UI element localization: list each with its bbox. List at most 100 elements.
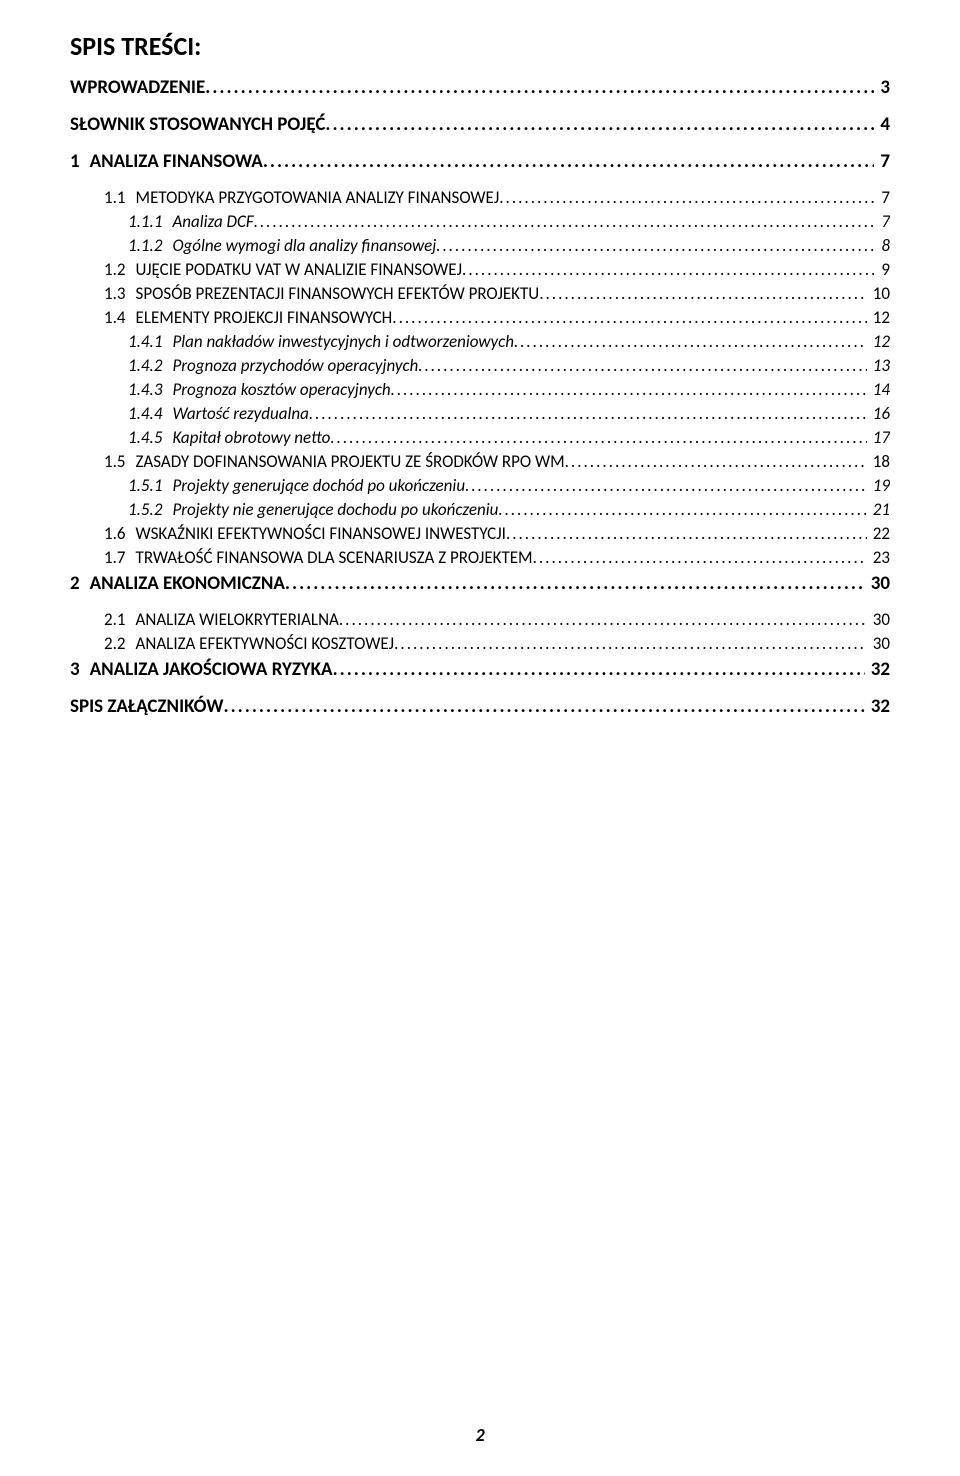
toc-entry-label: Prognoza przychodów operacyjnych <box>172 355 418 376</box>
toc-entry-label: WPROWADZENIE <box>70 76 205 99</box>
toc-entry-number: 1.5 <box>104 451 136 472</box>
toc-entry-number: 1.4.4 <box>128 403 172 424</box>
toc-leader-dots <box>263 150 875 173</box>
toc-entry-number: 1.3 <box>104 283 136 304</box>
toc-leader-dots <box>391 379 867 400</box>
toc-entry-page: 22 <box>867 523 890 544</box>
toc-entry: 1.1.1Analiza DCF 7 <box>128 211 890 232</box>
toc-leader-dots <box>339 609 867 630</box>
toc-entry-page: 3 <box>874 76 890 99</box>
toc-entry-number: 1.5.1 <box>128 475 172 496</box>
toc-entry: 1.4.4Wartość rezydualna 16 <box>128 403 890 424</box>
toc-entry: 1.7TRWAŁOŚĆ FINANSOWA DLA SCENARIUSZA Z … <box>104 547 890 568</box>
toc-entry-page: 13 <box>867 355 890 376</box>
toc-entry-label: Wartość rezydualna <box>172 403 308 424</box>
toc-entry-page: 32 <box>865 658 890 681</box>
toc-leader-dots <box>392 307 866 328</box>
toc-entry-number: 1.1.1 <box>128 211 172 232</box>
toc-leader-dots <box>418 355 866 376</box>
toc-entry: 2.1ANALIZA WIELOKRYTERIALNA30 <box>104 609 890 630</box>
toc-entry: 3ANALIZA JAKOŚCIOWA RYZYKA 32 <box>70 658 890 681</box>
toc-entry: 1.5.2Projekty nie generujące dochodu po … <box>128 499 890 520</box>
toc-entry: SŁOWNIK STOSOWANYCH POJĘĆ 4 <box>70 113 890 136</box>
toc-leader-dots <box>499 187 875 208</box>
toc-entry: 1.5ZASADY DOFINANSOWANIA PROJEKTU ZE ŚRO… <box>104 451 890 472</box>
toc-entry-label: Prognoza kosztów operacyjnych <box>172 379 390 400</box>
toc-entry-label: Analiza DCF <box>172 211 253 232</box>
toc-entry-number: 1.4.2 <box>128 355 172 376</box>
toc-entry-page: 14 <box>867 379 890 400</box>
toc-entry: 1.1METODYKA PRZYGOTOWANIA ANALIZY FINANS… <box>104 187 890 208</box>
toc-entry: 1.4.3Prognoza kosztów operacyjnych14 <box>128 379 890 400</box>
toc-entry-label: SPIS ZAŁĄCZNIKÓW <box>70 695 224 718</box>
toc-entry-label: Ogólne wymogi dla analizy finansowej <box>172 235 436 256</box>
toc-entry: 2ANALIZA EKONOMICZNA30 <box>70 572 890 595</box>
toc-entry-page: 16 <box>867 403 890 424</box>
toc-leader-dots <box>565 451 867 472</box>
toc-leader-dots <box>333 658 865 681</box>
toc-entry: 1ANALIZA FINANSOWA 7 <box>70 150 890 173</box>
toc-entry-label: ANALIZA FINANSOWA <box>90 150 263 173</box>
toc-leader-dots <box>506 523 867 544</box>
toc-leader-dots <box>224 695 865 718</box>
toc-entry-label: SPOSÓB PREZENTACJI FINANSOWYCH EFEKTÓW P… <box>136 283 540 304</box>
toc-entry-label: ANALIZA EKONOMICZNA <box>90 572 285 595</box>
toc-leader-dots <box>309 403 867 424</box>
toc-leader-dots <box>462 259 875 280</box>
toc-entry-number: 1.6 <box>104 523 136 544</box>
toc-entry-number: 1.4.1 <box>128 331 172 352</box>
toc-entry-number: 2.2 <box>104 633 136 654</box>
toc-entry-number: 1.1 <box>104 187 136 208</box>
toc-entry-label: UJĘCIE PODATKU VAT W ANALIZIE FINANSOWEJ <box>136 259 463 280</box>
toc-entry-number: 2.1 <box>104 609 136 630</box>
document-page: SPIS TREŚCI: WPROWADZENIE3SŁOWNIK STOSOW… <box>0 0 960 1476</box>
toc-entry-page: 7 <box>874 150 890 173</box>
toc-entry-page: 18 <box>867 451 890 472</box>
toc-entry-label: WSKAŹNIKI EFEKTYWNOŚCI FINANSOWEJ INWEST… <box>136 523 506 544</box>
toc-entry-label: ELEMENTY PROJEKCJI FINANSOWYCH <box>136 307 393 328</box>
toc-entry: 1.4.5Kapitał obrotowy netto17 <box>128 427 890 448</box>
toc-leader-dots <box>436 235 875 256</box>
toc-entry-page: 21 <box>867 499 890 520</box>
toc-leader-dots <box>539 283 867 304</box>
toc-entry-page: 12 <box>867 331 890 352</box>
toc-entry-label: Plan nakładów inwestycyjnych i odtworzen… <box>172 331 514 352</box>
toc-entry-number: 2 <box>70 572 90 595</box>
toc-entry-number: 1.7 <box>104 547 136 568</box>
toc-entry-label: TRWAŁOŚĆ FINANSOWA DLA SCENARIUSZA Z PRO… <box>136 547 533 568</box>
toc-entry-label: ZASADY DOFINANSOWANIA PROJEKTU ZE ŚRODKÓ… <box>136 451 565 472</box>
toc-entry: WPROWADZENIE 3 <box>70 76 890 99</box>
toc-entry-page: 4 <box>874 113 890 136</box>
toc-leader-dots <box>205 76 874 99</box>
toc-entry-page: 8 <box>875 235 890 256</box>
toc-entry-number: 1.5.2 <box>128 499 172 520</box>
toc-entry-label: Projekty nie generujące dochodu po ukońc… <box>172 499 498 520</box>
toc-entry-page: 10 <box>867 283 890 304</box>
toc-entry-number: 1.2 <box>104 259 136 280</box>
toc-entry-number: 3 <box>70 658 90 681</box>
toc-entry-number: 1.4 <box>104 307 136 328</box>
toc-leader-dots <box>285 572 865 595</box>
toc-entry-page: 17 <box>867 427 890 448</box>
toc-entry: 2.2ANALIZA EFEKTYWNOŚCI KOSZTOWEJ30 <box>104 633 890 654</box>
toc-entry: 1.3SPOSÓB PREZENTACJI FINANSOWYCH EFEKTÓ… <box>104 283 890 304</box>
toc-entry-page: 7 <box>875 187 890 208</box>
toc-leader-dots <box>325 113 874 136</box>
toc-leader-dots <box>533 547 867 568</box>
toc-entry-label: SŁOWNIK STOSOWANYCH POJĘĆ <box>70 113 325 136</box>
toc-entry-page: 32 <box>865 695 890 718</box>
toc-entry-page: 12 <box>867 307 890 328</box>
toc-entry: 1.4.1Plan nakładów inwestycyjnych i odtw… <box>128 331 890 352</box>
toc-entry-label: ANALIZA JAKOŚCIOWA RYZYKA <box>90 658 333 681</box>
toc-entry: 1.6WSKAŹNIKI EFEKTYWNOŚCI FINANSOWEJ INW… <box>104 523 890 544</box>
toc-entry-label: Projekty generujące dochód po ukończeniu <box>172 475 465 496</box>
toc-entry: SPIS ZAŁĄCZNIKÓW 32 <box>70 695 890 718</box>
toc-entry-page: 9 <box>875 259 890 280</box>
toc-entry-number: 1 <box>70 150 90 173</box>
toc-leader-dots <box>498 499 866 520</box>
toc-container: WPROWADZENIE 3 SŁOWNIK STOSOWANYCH POJĘĆ 4 1… <box>70 76 890 718</box>
toc-entry-page: 23 <box>867 547 890 568</box>
toc-entry-page: 7 <box>875 211 890 232</box>
toc-entry-page: 30 <box>867 609 890 630</box>
toc-leader-dots <box>465 475 867 496</box>
